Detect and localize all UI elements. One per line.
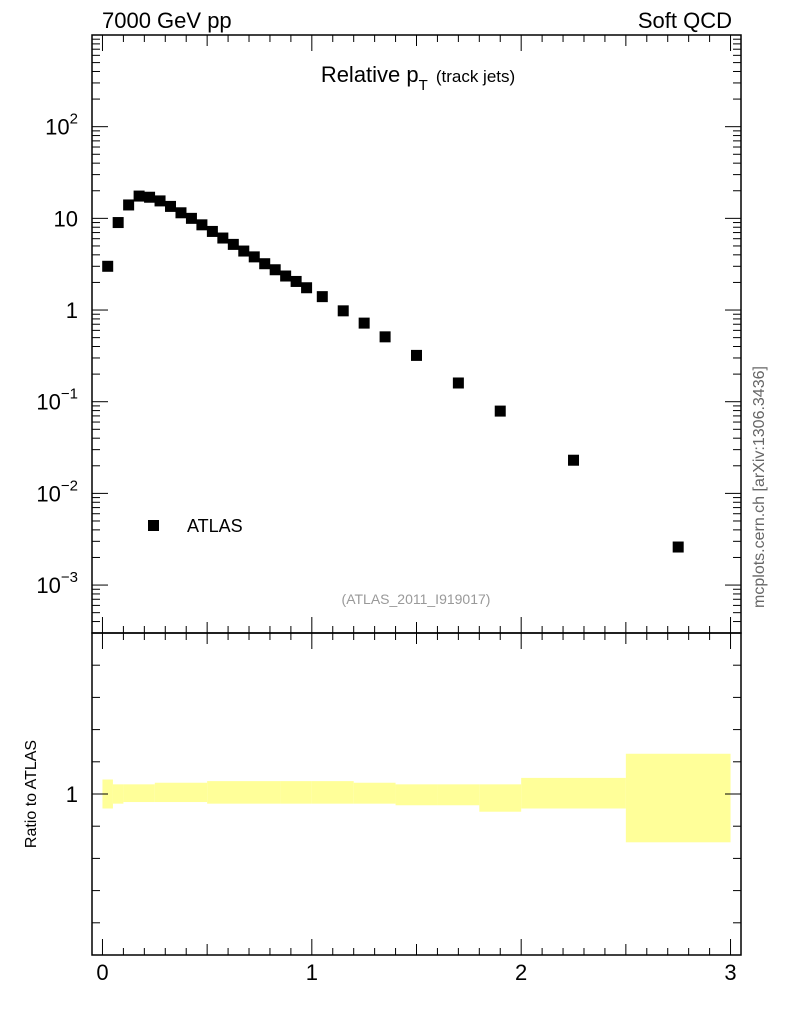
ratio-band-bin — [207, 781, 281, 804]
main-y-tick-exp: −1 — [61, 386, 78, 403]
main-y-tick-label: 1 — [66, 298, 78, 323]
atlas-data-point — [269, 264, 281, 276]
ratio-band-bin — [437, 784, 480, 806]
atlas-data-point — [238, 245, 250, 257]
ratio-y-tick-label: 1 — [66, 782, 78, 807]
ratio-y-axis-label: Ratio to ATLAS — [23, 740, 40, 848]
atlas-data-point — [290, 275, 302, 287]
atlas-data-point — [185, 212, 197, 224]
atlas-data-point — [175, 207, 187, 219]
main-y-tick-base: 10 — [36, 573, 60, 598]
atlas-data-point — [133, 190, 145, 202]
atlas-data-point — [379, 331, 391, 343]
ratio-band-bin — [123, 784, 155, 803]
atlas-data-point — [165, 200, 177, 212]
plot-title-extra: (track jets) — [436, 67, 515, 86]
legend-label-atlas: ATLAS — [187, 516, 243, 536]
atlas-data-point — [123, 199, 135, 211]
main-y-tick-base: 10 — [54, 206, 78, 231]
ratio-band-bin — [395, 784, 438, 806]
atlas-data-point — [494, 405, 506, 417]
ratio-x-tick-label: 2 — [515, 960, 527, 985]
main-y-tick-label: 10−1 — [36, 386, 78, 415]
ratio-band-bin — [521, 777, 626, 809]
main-y-tick-label: 102 — [45, 111, 78, 140]
plot-title-sub: T — [419, 77, 428, 94]
analysis-id: (ATLAS_2011_I919017) — [342, 591, 491, 607]
atlas-data-point — [452, 377, 464, 389]
atlas-data-point — [154, 195, 166, 207]
main-plot-frame — [91, 34, 742, 634]
ratio-x-tick-label: 3 — [724, 960, 736, 985]
main-axis-ticks — [92, 34, 741, 634]
main-y-tick-label: 10−2 — [36, 477, 78, 506]
plot-title-main: Relative p — [321, 62, 419, 87]
atlas-data-point — [411, 349, 422, 361]
ratio-band-bin — [479, 784, 522, 812]
main-y-tick-base: 10 — [36, 481, 60, 506]
atlas-data-point — [672, 541, 684, 553]
atlas-data-point — [337, 305, 349, 317]
atlas-data-point — [358, 317, 370, 329]
atlas-data-point — [144, 191, 156, 203]
ratio-band-bin — [154, 782, 208, 803]
ratio-tick-labels: 1 0 1 2 3 — [66, 782, 737, 985]
main-y-tick-exp: −3 — [61, 569, 78, 586]
main-y-tick-base: 1 — [66, 298, 78, 323]
atlas-data-point — [112, 217, 124, 229]
legend-marker-atlas — [148, 520, 159, 531]
ratio-axis-ticks — [92, 632, 741, 956]
main-y-tick-exp: 2 — [70, 111, 78, 128]
ratio-plot: 1 0 1 2 3 Ratio to ATLAS — [23, 632, 742, 985]
main-y-tick-exp: −2 — [61, 477, 78, 494]
ratio-x-tick-label: 0 — [96, 960, 108, 985]
ratio-band-bin — [112, 784, 124, 804]
atlas-data-point — [248, 251, 260, 263]
main-y-tick-base: 10 — [45, 115, 69, 140]
atlas-data-point — [568, 454, 580, 466]
ratio-band — [102, 753, 731, 843]
plot-title: Relative pT (track jets) — [321, 62, 515, 94]
ratio-band-bin — [625, 753, 731, 843]
header-right: Soft QCD — [638, 8, 732, 33]
atlas-series — [102, 190, 684, 553]
atlas-data-point — [102, 260, 114, 272]
atlas-data-point — [196, 219, 208, 231]
atlas-data-point — [206, 225, 218, 237]
atlas-data-point — [301, 282, 313, 294]
atlas-data-point — [217, 232, 229, 244]
atlas-data-point — [259, 258, 271, 270]
main-y-tick-label: 10 — [54, 206, 78, 231]
ratio-x-tick-label: 1 — [306, 960, 318, 985]
side-source-label: mcplots.cern.ch [arXiv:1306.3436] — [751, 366, 768, 608]
ratio-band-bin — [353, 782, 396, 804]
ratio-band-bin — [280, 781, 312, 804]
main-y-tick-base: 10 — [36, 390, 60, 415]
atlas-data-point — [227, 238, 239, 250]
atlas-data-point — [316, 291, 328, 303]
header-left: 7000 GeV pp — [102, 8, 232, 33]
atlas-data-point — [280, 270, 292, 282]
main-y-tick-label: 10−3 — [36, 569, 78, 598]
ratio-band-bin — [311, 781, 354, 804]
